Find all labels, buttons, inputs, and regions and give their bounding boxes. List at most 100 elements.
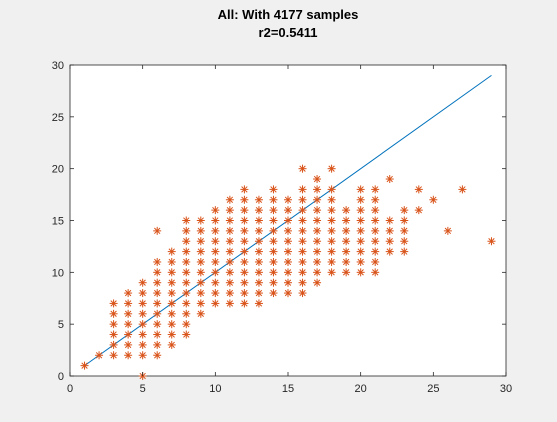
data-point [124, 309, 133, 318]
data-point [153, 268, 162, 277]
data-point [385, 226, 394, 235]
data-point [254, 216, 263, 225]
data-point [298, 206, 307, 215]
data-point [138, 320, 147, 329]
data-point [356, 247, 365, 256]
data-point [240, 237, 249, 246]
data-point [138, 309, 147, 318]
x-tick-label: 10 [209, 383, 221, 395]
data-point [167, 268, 176, 277]
data-point [313, 195, 322, 204]
data-point [327, 195, 336, 204]
data-point [138, 278, 147, 287]
data-point [182, 320, 191, 329]
data-point [182, 226, 191, 235]
data-point [153, 257, 162, 266]
data-point [327, 226, 336, 235]
data-point [225, 268, 234, 277]
data-point [182, 257, 191, 266]
data-point [167, 257, 176, 266]
data-point [269, 216, 278, 225]
data-point [327, 237, 336, 246]
data-point [356, 268, 365, 277]
data-point [269, 185, 278, 194]
data-point [284, 289, 292, 298]
data-point [138, 351, 147, 360]
data-point [313, 237, 322, 246]
data-point [458, 185, 467, 194]
data-point [313, 268, 322, 277]
data-point [356, 237, 365, 246]
data-point [313, 257, 322, 266]
data-point [298, 247, 307, 256]
data-point [400, 226, 409, 235]
data-point [313, 226, 322, 235]
data-point [342, 226, 351, 235]
data-point [240, 278, 249, 287]
data-point [385, 175, 394, 184]
chart-title: All: With 4177 samples [218, 7, 359, 22]
data-point [167, 309, 176, 318]
x-tick-label: 25 [427, 383, 439, 395]
data-point [153, 330, 162, 339]
data-point [342, 206, 351, 215]
data-point [182, 268, 191, 277]
data-point [225, 247, 234, 256]
data-point [196, 268, 205, 277]
data-point [211, 226, 220, 235]
data-point [254, 247, 263, 256]
data-point [269, 247, 278, 256]
data-point [153, 340, 162, 349]
data-point [240, 299, 249, 308]
data-point [342, 247, 351, 256]
data-point [109, 340, 118, 349]
data-point [400, 247, 409, 256]
data-point [400, 237, 409, 246]
data-point [240, 226, 249, 235]
data-point [269, 226, 278, 235]
x-tick-label: 20 [355, 383, 367, 395]
data-point [400, 216, 409, 225]
data-point [313, 185, 322, 194]
data-point [167, 330, 176, 339]
chart-subtitle: r2=0.5411 [259, 25, 318, 40]
data-point [327, 216, 336, 225]
data-point [342, 216, 351, 225]
data-point [298, 216, 307, 225]
data-point [298, 268, 307, 277]
points-layer [80, 164, 496, 380]
data-point [371, 268, 380, 277]
data-point [371, 257, 380, 266]
data-point [356, 226, 365, 235]
data-point [313, 278, 322, 287]
data-point [240, 195, 249, 204]
data-point [240, 185, 249, 194]
data-point [240, 257, 249, 266]
data-point [167, 247, 176, 256]
data-point [385, 237, 394, 246]
data-point [298, 185, 307, 194]
data-point [225, 237, 234, 246]
data-point [124, 351, 133, 360]
data-point [211, 257, 220, 266]
data-point [153, 289, 162, 298]
data-point [356, 257, 365, 266]
x-tick-label: 5 [140, 383, 146, 395]
data-point [269, 195, 278, 204]
data-point [240, 206, 249, 215]
data-point [225, 278, 234, 287]
data-point [225, 206, 234, 215]
data-point [211, 289, 220, 298]
data-point [153, 320, 162, 329]
data-point [284, 226, 292, 235]
data-point [109, 351, 118, 360]
data-point [429, 195, 438, 204]
data-point [356, 206, 365, 215]
data-point [313, 175, 322, 184]
data-point [196, 216, 205, 225]
data-point [327, 268, 336, 277]
data-point [240, 216, 249, 225]
data-point [269, 237, 278, 246]
data-point [254, 299, 263, 308]
data-point [153, 278, 162, 287]
